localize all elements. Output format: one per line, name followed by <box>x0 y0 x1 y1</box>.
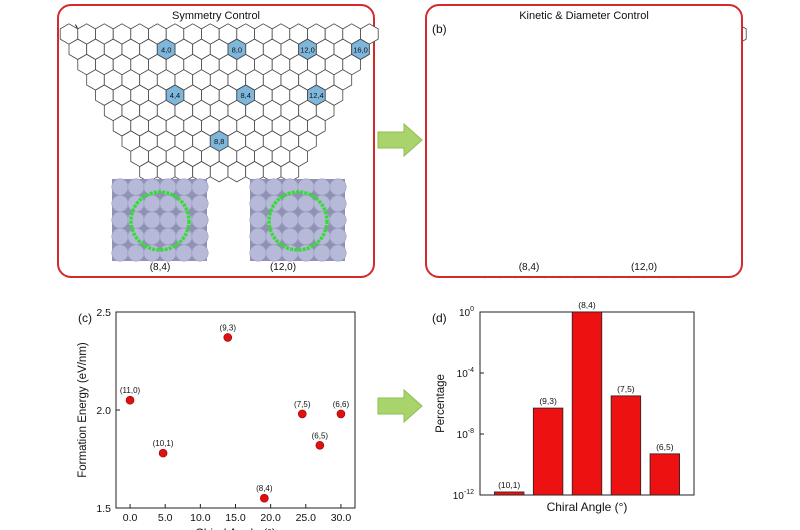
panel-a-substrate-1-ring <box>129 190 191 252</box>
chart-d-bar-3 <box>610 395 642 496</box>
chart-c-point-label-1: (10,1) <box>153 439 174 448</box>
chart-c-point-label-0: (11,0) <box>120 386 141 395</box>
chart-c-frame <box>115 311 356 509</box>
panel-a-hex-label-2-cell <box>227 38 247 60</box>
chart-c-point-2 <box>223 333 233 342</box>
chart-c-xtick-label-1: 5.0 <box>158 512 173 524</box>
panel-b-frame: Kinetic & Diameter Control <box>425 4 743 278</box>
chart-c-xtick-label-0: 0.0 <box>123 512 138 524</box>
chart-c-point-4 <box>297 409 307 419</box>
chart-d: 10-12 10-8 10-4 100 (10,1) (9,3) (8,4) (7,5) (6,… <box>435 300 695 514</box>
chart-d-ytick-label-1: 10-8 <box>457 428 474 441</box>
chart-c-ytick-label-1: 2.0 <box>96 405 111 417</box>
chart-c-ytick-label-2: 2.5 <box>96 307 111 319</box>
panel-a-substrate-2-ring <box>267 190 329 252</box>
panel-b-label: (b) <box>432 22 447 36</box>
panel-a-hex-label-1: 4,0 <box>161 45 171 54</box>
panel-b-caption-2: (12,0) <box>630 262 658 273</box>
panel-a-hex-label-3-cell <box>298 38 317 60</box>
chart-d-bar-label-2: (8,4) <box>578 300 596 310</box>
panel-a-hex-label-4: 16,0 <box>353 45 368 54</box>
chart-c-point-label-5: (6,5) <box>312 431 329 440</box>
panel-a-caption-2: (12,0) <box>269 262 297 273</box>
panel-a-hex-label-7: 12,4 <box>309 91 324 100</box>
chart-c-xtick-label-6: 30.0 <box>331 512 352 524</box>
chart-c-point-0 <box>125 395 135 405</box>
chart-c-ytick-label-0: 1.5 <box>96 503 111 515</box>
panel-a-title: Symmetry Control <box>171 10 261 22</box>
panel-a-caption-1: (8,4) <box>149 262 171 273</box>
chart-c-point-1 <box>158 448 168 458</box>
panel-a-hex-label-5-cell <box>165 84 185 106</box>
chart-c-point-3 <box>260 493 269 503</box>
chart-c-xlabel: Chiral Angle (°) <box>195 526 276 530</box>
chart-d-xlabel: Chiral Angle (°) <box>547 500 628 514</box>
chart-d-ytick-label-0: 10-12 <box>453 489 474 502</box>
chart-c-ylabel: Formation Energy (eV/nm) <box>77 342 89 478</box>
chart-d-bar-label-0: (10,1) <box>498 480 520 490</box>
panel-a-hex-label-8-cell <box>209 130 229 152</box>
chart-d-label: (d) <box>432 311 447 325</box>
chart-d-ytick-label-3: 100 <box>459 306 474 319</box>
chart-c-point-5 <box>315 440 325 450</box>
chart-d-ylabel: Percentage <box>435 374 447 433</box>
chart-c-point-6 <box>336 409 346 419</box>
chart-d-bar-4 <box>649 453 681 496</box>
panel-a-hex-label-1-cell <box>156 38 176 60</box>
panel-a-substrate-2 <box>249 178 347 262</box>
chart-c-xtick-label-2: 10.0 <box>190 512 211 524</box>
panel-a-hex-label-7-cell <box>307 84 326 106</box>
panel-b-title: Kinetic & Diameter Control <box>519 10 649 22</box>
chart-d-bar-1 <box>532 407 564 496</box>
panel-a-hex-label-6-cell <box>236 84 255 106</box>
panel-a-hex-label-4-cell <box>351 38 370 60</box>
chart-c-point-label-4: (7,5) <box>294 400 311 409</box>
chart-c-point-label-6: (6,6) <box>333 400 350 409</box>
chart-c-xtick-label-5: 25.0 <box>296 512 317 524</box>
panel-a-hex-label-5: 4,4 <box>170 91 180 100</box>
panel-a-substrate-1 <box>111 178 209 262</box>
chart-c-label: (c) <box>78 311 92 325</box>
panel-a-hex-label-2: 8,0 <box>232 45 242 54</box>
chart-d-bar-label-3: (7,5) <box>617 384 635 394</box>
chart-d-bar-2 <box>571 311 603 496</box>
arrow-bottom-shape <box>377 388 423 424</box>
panel-a-hex-label-8: 8,8 <box>214 137 224 146</box>
chart-c-point-label-3: (8,4) <box>256 484 273 493</box>
chart-c-xtick-label-4: 20.0 <box>260 512 281 524</box>
panel-a-hex-label-6: 8,4 <box>240 91 250 100</box>
arrow-top <box>377 122 423 158</box>
panel-a-hex-lattice: 4,0 8,0 12,0 16,0 4,4 8,4 12,4 8,8 <box>59 23 379 183</box>
chart-c-point-label-2: (9,3) <box>220 323 237 332</box>
arrow-top-shape <box>377 122 423 158</box>
chart-d-bar-0 <box>493 491 525 496</box>
chart-d-bar-label-1: (9,3) <box>539 396 557 406</box>
chart-c: 0.0 5.0 10.0 15.0 20.0 25.0 30.0 1.5 2.0 2.5 Chira… <box>77 307 356 530</box>
chart-d-bar-label-4: (6,5) <box>656 442 674 452</box>
panel-a-hex-label-3: 12,0 <box>300 45 315 54</box>
chart-d-ytick-label-2: 10-4 <box>457 367 474 380</box>
chart-c-xtick-label-3: 15.0 <box>225 512 246 524</box>
panel-b-caption-1: (8,4) <box>518 262 540 273</box>
arrow-bottom <box>377 388 423 424</box>
